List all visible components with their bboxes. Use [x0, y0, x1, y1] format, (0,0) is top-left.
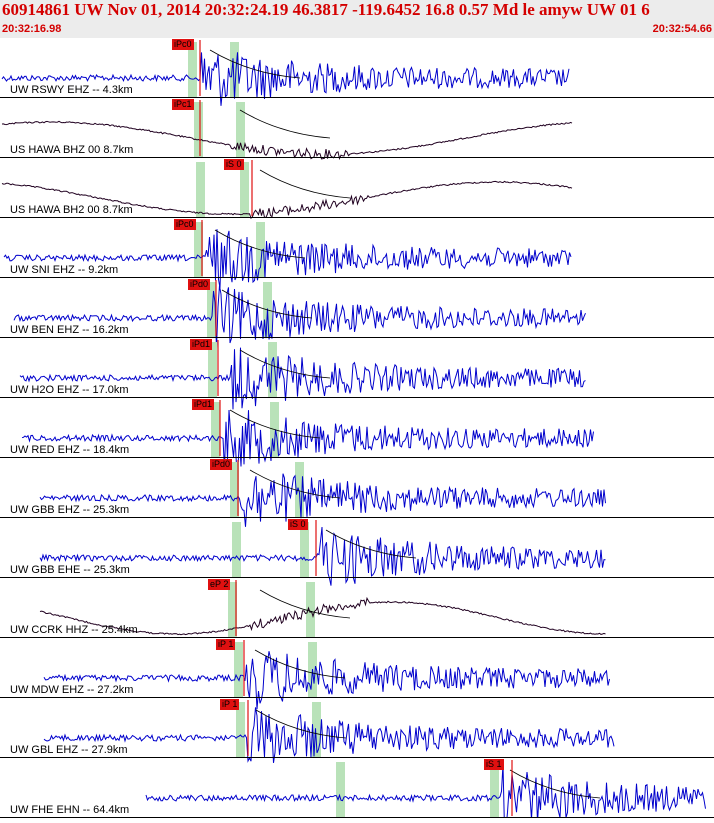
trace-row[interactable]	[0, 640, 714, 710]
phase-pick-tag[interactable]: iPd1	[190, 339, 213, 350]
station-label: US HAWA BH2 00 8.7km	[10, 204, 133, 216]
coda-curve	[325, 529, 417, 559]
phase-window-band	[194, 102, 203, 158]
phase-window-band	[300, 522, 309, 578]
coda-curve	[209, 49, 301, 79]
waveform-trace	[1, 180, 573, 220]
phase-pick-tag[interactable]: iS 1	[484, 759, 504, 770]
phase-window-band	[196, 162, 205, 218]
trace-row[interactable]	[0, 100, 714, 161]
trace-row[interactable]	[0, 160, 714, 220]
trace-row[interactable]	[0, 340, 714, 410]
phase-window-band	[232, 522, 241, 578]
phase-pick-tag[interactable]: iPd0	[188, 279, 211, 290]
phase-window-band	[490, 762, 499, 818]
start-time-label: 20:32:16.98	[2, 23, 62, 35]
phase-window-band	[211, 402, 220, 458]
phase-window-band	[194, 222, 203, 278]
event-header: 60914861 UW Nov 01, 2014 20:32:24.19 46.…	[0, 0, 714, 38]
phase-pick-tag[interactable]: eP 2	[208, 579, 231, 590]
phase-pick-tag[interactable]: iS 0	[288, 519, 308, 530]
waveform-trace	[3, 229, 572, 288]
trace-row[interactable]	[0, 40, 714, 106]
coda-curve	[254, 649, 346, 679]
end-time-label: 20:32:54.66	[652, 23, 712, 35]
trace-row[interactable]	[0, 700, 714, 763]
coda-curve	[259, 169, 351, 199]
waveform-trace	[39, 596, 606, 636]
phase-window-band	[306, 582, 315, 638]
phase-window-band	[207, 282, 216, 338]
phase-pick-tag[interactable]: iPc0	[174, 219, 196, 230]
phase-window-band	[230, 42, 239, 98]
phase-pick-tag[interactable]: iP 1	[216, 639, 236, 650]
phase-pick-tag[interactable]: iP 1	[220, 699, 240, 710]
waveform-trace	[145, 764, 706, 823]
phase-pick-tag[interactable]: iPc1	[172, 99, 194, 110]
phase-pick-tag[interactable]: iS 0	[224, 159, 244, 170]
station-label: UW MDW EHZ -- 27.2km	[10, 684, 134, 696]
trace-row[interactable]	[0, 400, 714, 470]
phase-window-band	[234, 642, 243, 698]
waveform-trace	[43, 651, 610, 710]
coda-curve	[249, 469, 341, 499]
coda-curve	[255, 709, 347, 739]
phase-pick-tag[interactable]: iPc0	[172, 39, 194, 50]
waveform-trace	[43, 707, 615, 763]
coda-curve	[239, 349, 331, 379]
station-label: UW RED EHZ -- 18.4km	[10, 444, 130, 456]
station-label: UW RSWY EHZ -- 4.3km	[10, 84, 133, 96]
waveform-trace	[1, 120, 573, 161]
seismogram-panel[interactable]: iPc0 UW RSWY EHZ -- 4.3km iPc1 US HAWA BHZ …	[0, 38, 714, 823]
phase-window-band	[240, 162, 249, 218]
station-label: UW H2O EHZ -- 17.0km	[10, 384, 129, 396]
phase-window-band	[236, 102, 245, 158]
phase-pick-tag[interactable]: iPd1	[192, 399, 215, 410]
phase-window-band	[236, 702, 245, 758]
phase-window-band	[312, 702, 321, 758]
station-label: UW FHE EHN -- 64.4km	[10, 804, 130, 816]
waveform-trace	[21, 409, 594, 470]
coda-curve	[239, 109, 331, 139]
phase-window-band	[295, 462, 304, 518]
waveform-trace	[39, 473, 606, 527]
coda-curve	[259, 589, 351, 619]
phase-window-band	[336, 762, 345, 818]
coda-curve	[229, 409, 321, 439]
trace-row[interactable]	[0, 580, 714, 638]
coda-curve	[509, 769, 601, 799]
station-label: UW GBB EHE -- 25.3km	[10, 564, 130, 576]
coda-curve	[214, 229, 306, 259]
station-label: UW GBL EHZ -- 27.9km	[10, 744, 128, 756]
event-title: 60914861 UW Nov 01, 2014 20:32:24.19 46.…	[2, 0, 650, 19]
station-label: UW BEN EHZ -- 16.2km	[10, 324, 129, 336]
station-label: US HAWA BHZ 00 8.7km	[10, 144, 134, 156]
trace-row[interactable]	[0, 280, 714, 349]
phase-window-band	[268, 342, 277, 398]
station-label: UW CCRK HHZ -- 25.4km	[10, 624, 138, 636]
phase-window-band	[188, 42, 197, 98]
trace-row[interactable]	[0, 520, 714, 586]
phase-pick-tag[interactable]: iPd0	[210, 459, 233, 470]
phase-window-band	[208, 342, 217, 398]
trace-row[interactable]	[0, 460, 714, 527]
waveform-trace	[13, 285, 586, 349]
station-label: UW SNI EHZ -- 9.2km	[10, 264, 119, 276]
waveform-trace	[39, 526, 606, 586]
trace-row[interactable]	[0, 220, 714, 288]
phase-window-band	[230, 462, 239, 518]
waveform-trace	[19, 347, 586, 410]
coda-curve	[221, 289, 313, 319]
phase-window-band	[228, 582, 237, 638]
waveform-trace	[1, 52, 570, 106]
station-label: UW GBB EHZ -- 25.3km	[10, 504, 130, 516]
